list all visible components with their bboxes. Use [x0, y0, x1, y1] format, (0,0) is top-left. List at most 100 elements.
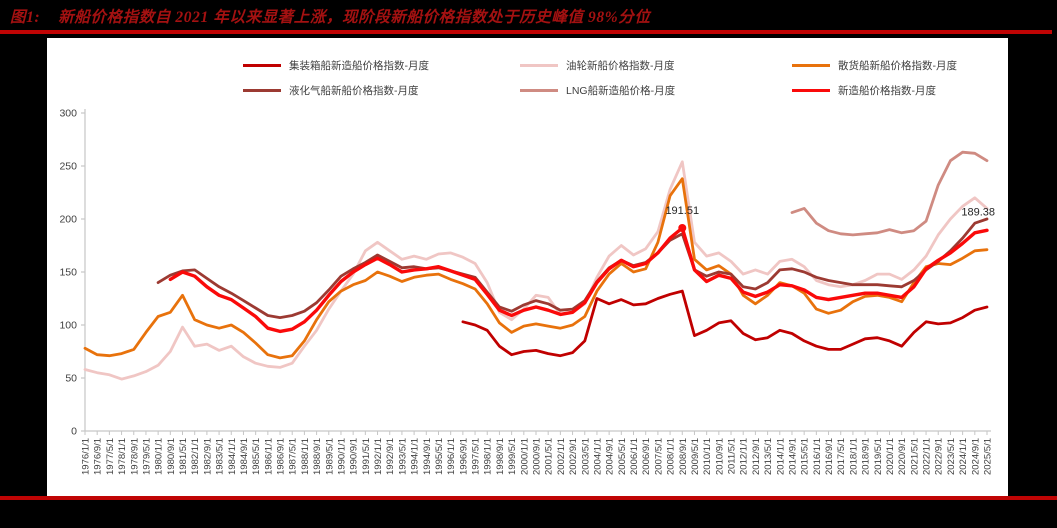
x-tick-label: 1994/1/1	[410, 438, 421, 475]
x-tick-label: 1979/5/1	[141, 438, 152, 475]
legend-swatch	[520, 64, 558, 67]
y-tick-label: 150	[59, 267, 77, 279]
x-tick-label: 1995/5/1	[434, 438, 445, 475]
x-tick-label: 1997/5/1	[471, 438, 482, 475]
x-tick-label: 2018/9/1	[861, 438, 872, 475]
x-tick-label: 1993/5/1	[397, 438, 408, 475]
legend-swatch	[792, 64, 830, 67]
x-tick-label: 1976/9/1	[93, 438, 104, 475]
x-tick-label: 2022/1/1	[922, 438, 933, 475]
series-line-2	[83, 177, 989, 360]
series-line-3	[156, 217, 989, 319]
x-tick-label: 1989/5/1	[324, 438, 335, 475]
x-tick-label: 1990/9/1	[349, 438, 360, 475]
legend-swatch	[243, 64, 281, 67]
x-tick-label: 1998/1/1	[483, 438, 494, 475]
x-tick-label: 1980/1/1	[154, 438, 165, 475]
x-tick-label: 1982/1/1	[190, 438, 201, 475]
legend-label: 散货船新船价格指数-月度	[838, 60, 957, 72]
figure-title-text: 新船价格指数自 2021 年以来显著上涨，现阶段新船价格指数处于历史峰值 98%…	[58, 9, 651, 26]
x-tick-label: 1976/1/1	[81, 438, 92, 475]
chart-panel: 集装箱船新造船价格指数-月度 油轮新船价格指数-月度 散货船新船价格指数-月度液化气…	[47, 38, 1008, 496]
legend-item-3: 液化气船新船价格指数-月度	[243, 83, 520, 98]
series-line-4	[790, 150, 989, 237]
figure-title: 图1: 新船价格指数自 2021 年以来显著上涨，现阶段新船价格指数处于历史峰值…	[10, 5, 650, 27]
title-divider	[0, 30, 1052, 34]
x-tick-label: 2010/9/1	[714, 438, 725, 475]
y-tick-label: 300	[59, 108, 77, 120]
x-tick-label: 2010/1/1	[702, 438, 713, 475]
x-tick-label: 2013/5/1	[763, 438, 774, 475]
y-tick-label: 0	[71, 426, 77, 438]
x-tick-label: 2021/5/1	[909, 438, 920, 475]
x-tick-label: 1986/1/1	[263, 438, 274, 475]
x-tick-label: 2018/1/1	[848, 438, 859, 475]
legend-item-4: LNG船新造船价格-月度	[520, 83, 792, 98]
x-tick-label: 2002/1/1	[556, 438, 567, 475]
x-tick-label: 2004/1/1	[592, 438, 603, 475]
x-tick-label: 1988/9/1	[312, 438, 323, 475]
y-tick-label: 200	[59, 214, 77, 226]
x-tick-label: 2015/5/1	[800, 438, 811, 475]
y-tick-label: 100	[59, 320, 77, 332]
x-tick-label: 1984/9/1	[239, 438, 250, 475]
x-tick-label: 2006/9/1	[641, 438, 652, 475]
x-tick-label: 1990/1/1	[337, 438, 348, 475]
legend-item-5: 新造船价格指数-月度	[792, 83, 1042, 98]
peak-annotation: 191.51	[665, 205, 699, 217]
x-tick-label: 2020/1/1	[885, 438, 896, 475]
x-tick-label: 1986/9/1	[276, 438, 287, 475]
latest-annotation: 189.38	[961, 206, 995, 218]
x-tick-label: 2014/1/1	[775, 438, 786, 475]
x-tick-label: 2009/5/1	[690, 438, 701, 475]
x-tick-label: 2022/9/1	[934, 438, 945, 475]
x-tick-label: 2001/5/1	[544, 438, 555, 475]
legend-label: 新造船价格指数-月度	[838, 85, 936, 97]
legend-swatch	[792, 89, 830, 92]
x-tick-label: 1981/5/1	[178, 438, 189, 475]
x-tick-label: 2006/1/1	[629, 438, 640, 475]
x-tick-label: 2002/9/1	[568, 438, 579, 475]
x-tick-label: 1988/1/1	[300, 438, 311, 475]
series-line-0	[461, 289, 989, 358]
x-tick-label: 1987/5/1	[288, 438, 299, 475]
x-tick-label: 1980/9/1	[166, 438, 177, 475]
x-tick-label: 2008/1/1	[666, 438, 677, 475]
x-tick-label: 1992/9/1	[385, 438, 396, 475]
x-tick-label: 2023/5/1	[946, 438, 957, 475]
x-tick-label: 2025/5/1	[983, 438, 994, 475]
x-tick-label: 2005/5/1	[617, 438, 628, 475]
x-tick-label: 1977/5/1	[105, 438, 116, 475]
x-tick-label: 1985/5/1	[251, 438, 262, 475]
x-tick-label: 2000/1/1	[519, 438, 530, 475]
x-tick-label: 2024/9/1	[970, 438, 981, 475]
x-tick-label: 1992/1/1	[373, 438, 384, 475]
x-tick-label: 2004/9/1	[605, 438, 616, 475]
y-tick-label: 250	[59, 161, 77, 173]
x-tick-label: 2012/9/1	[751, 438, 762, 475]
legend-label: LNG船新造船价格-月度	[566, 85, 676, 97]
legend-label: 液化气船新船价格指数-月度	[289, 85, 419, 97]
legend-label: 集装箱船新造船价格指数-月度	[289, 60, 429, 72]
x-tick-label: 2003/5/1	[580, 438, 591, 475]
peak-marker-dot	[678, 223, 687, 232]
x-tick-label: 1999/5/1	[507, 438, 518, 475]
x-tick-label: 2019/5/1	[873, 438, 884, 475]
x-tick-label: 1983/5/1	[215, 438, 226, 475]
bottom-divider	[0, 496, 1057, 500]
x-tick-label: 2016/1/1	[812, 438, 823, 475]
x-tick-label: 1991/5/1	[361, 438, 372, 475]
x-tick-label: 2011/5/1	[727, 438, 738, 474]
legend-label: 油轮新船价格指数-月度	[566, 60, 675, 72]
legend-item-0: 集装箱船新造船价格指数-月度	[243, 58, 520, 73]
series-line-1	[83, 160, 989, 381]
x-tick-label: 1998/9/1	[495, 438, 506, 475]
legend-item-1: 油轮新船价格指数-月度	[520, 58, 792, 73]
x-tick-label: 1996/1/1	[446, 438, 457, 475]
legend-swatch	[243, 89, 281, 92]
x-tick-label: 2008/9/1	[678, 438, 689, 475]
y-tick-label: 50	[65, 373, 77, 385]
figure-label: 图1:	[10, 9, 41, 26]
x-tick-label: 1994/9/1	[422, 438, 433, 475]
